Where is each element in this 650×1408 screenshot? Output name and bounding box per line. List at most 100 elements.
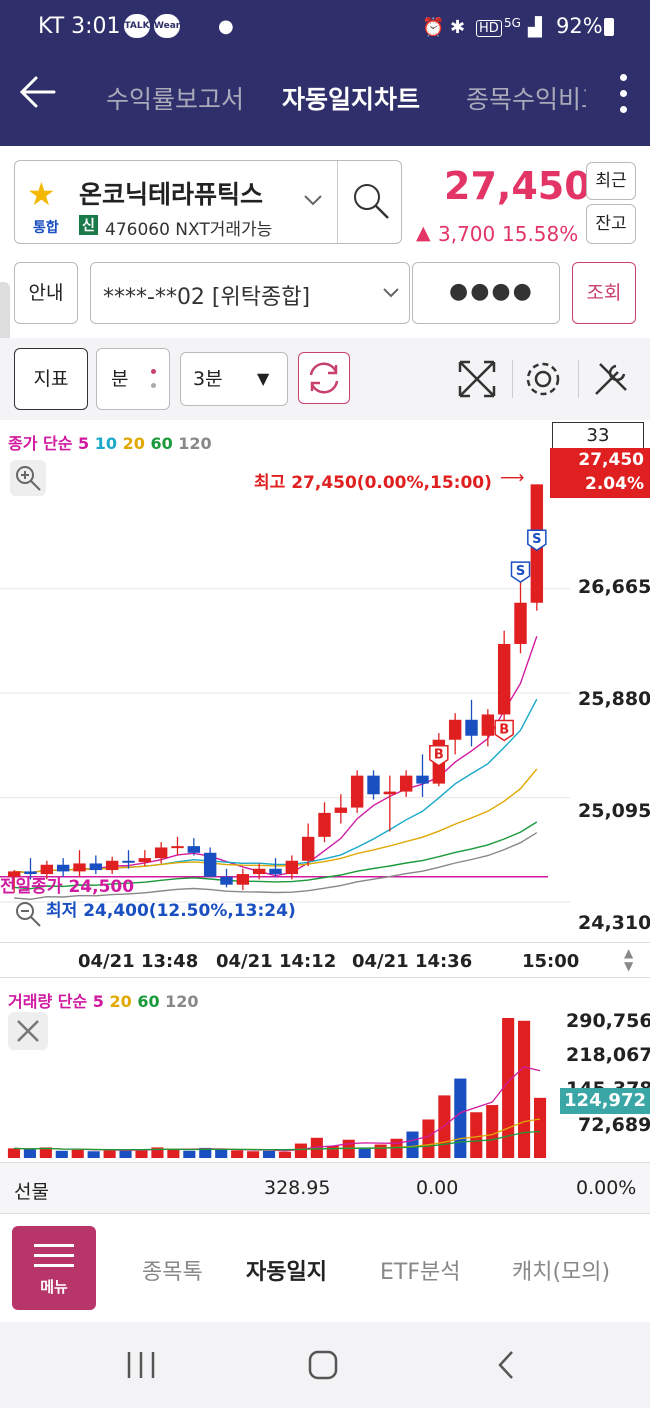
volume-bar [183,1150,196,1158]
volume-bar [294,1143,307,1158]
volume-bar [533,1097,547,1158]
ma-line-60 [14,821,538,890]
tab-profit-report[interactable]: 수익률보고서 [106,85,245,114]
candle-body [105,860,119,871]
volume-chart[interactable]: 거래량 단순 5 20 60 120 290,756 218,067 145,3… [0,980,650,1160]
volume-bar [486,1105,499,1158]
gear-icon[interactable] [522,358,564,400]
volume-bar [215,1149,228,1158]
volume-bar [502,1018,515,1158]
zoom-in-icon[interactable] [10,460,46,496]
candle-body [497,643,511,715]
indicator-button[interactable]: 지표 [14,348,88,410]
menu-label: 메뉴 [40,1278,68,1296]
candle-body [416,775,429,784]
candle-body [514,602,527,644]
candle-body [481,714,495,736]
side-handle[interactable] [0,282,10,352]
volume-bar [247,1151,260,1158]
volume-bar [231,1150,244,1158]
recent-apps-icon[interactable] [124,1350,158,1380]
volume-bar [39,1147,52,1158]
legend-ma20: 20 [122,434,145,453]
legend-ma5: 5 [78,434,90,453]
tab-stock-talk[interactable]: 종목톡 [142,1260,203,1285]
stock-name: 온코닉테라퓨틱스 [79,180,264,209]
trade-marker [527,529,547,552]
trade-marker-label: S [532,532,541,547]
tab-catch-mock[interactable]: 캐치(모의) [512,1260,611,1285]
tools-icon[interactable] [590,358,632,400]
low-annotation: 최저 24,400(12.50%,13:24) [46,901,296,921]
unit-label: 분 [111,368,129,390]
vol-legend-60: 60 [137,992,160,1011]
menu-line [34,1254,74,1257]
chevron-down-icon [383,288,399,298]
home-icon[interactable] [306,1350,340,1380]
balance-button[interactable]: 잔고 [586,204,636,244]
legend-prefix: 종가 단순 [8,434,73,453]
volume-bar [55,1150,68,1158]
futures-pct: 0.00% [576,1177,637,1199]
recent-button[interactable]: 최근 [586,162,636,200]
current-price-tag-pct: 2.04% [585,474,644,494]
x-label-4: 15:00 [522,951,580,972]
candle-body [220,876,233,885]
battery-text: 92% [556,14,603,38]
back-icon[interactable] [494,1350,518,1380]
unit-button[interactable]: 분 [96,348,170,410]
candle-body [448,719,462,740]
tab-stock-profit[interactable]: 종목수익비고 [466,85,586,114]
ma-legend: 종가 단순 5 10 20 60 120 [8,430,212,454]
expand-icon[interactable] [456,358,498,400]
password-field[interactable]: ●●●● [412,262,560,324]
candle-body [154,847,168,859]
x-label-2: 04/21 14:12 [216,951,337,972]
stock-code-info: 476060 NXT거래가능 [105,220,273,240]
stock-selector[interactable]: ★ 온코닉테라퓨틱스 통합 신 476060 NXT거래가능 [14,160,402,244]
volume-bar [151,1147,164,1158]
volume-bar [374,1144,387,1158]
tab-etf-analysis[interactable]: ETF분석 [380,1260,461,1285]
close-icon[interactable] [8,1012,48,1050]
trade-marker-label: S [516,564,525,579]
zoom-out-icon[interactable] [10,896,44,930]
menu-line [34,1264,74,1267]
account-select[interactable]: ****-**02 [위탁종합] [90,262,410,324]
up-triangle-icon: ▲ [416,222,431,244]
interval-select[interactable]: 3분 ▼ [180,352,288,406]
candle-body [40,864,54,875]
y-label-3: 25,095 [578,800,650,822]
refresh-button[interactable] [298,352,350,404]
volume-bar [438,1095,451,1158]
query-button[interactable]: 조회 [572,262,636,324]
search-icon[interactable] [351,181,391,221]
tab-auto-journal[interactable]: 자동일지 [246,1260,327,1285]
futures-row: 선물 328.95 0.00 0.00% [0,1162,650,1214]
volume-ma-line-60 [13,1130,541,1151]
system-nav-bar [0,1322,650,1408]
volume-legend: 거래량 단순 5 20 60 120 [8,988,199,1012]
talk-pill-icon: TALK [124,14,150,38]
volume-bar [71,1149,84,1158]
volume-bar [326,1145,339,1158]
volume-bar [87,1151,100,1158]
status-bar: KT 3:01 TALK Wear ● ⏰ ✱ HD 5G ▟ 92% [0,0,650,56]
y-label-2: 25,880 [578,688,650,710]
futures-label: 선물 [14,1181,49,1203]
candle-body [171,846,184,849]
more-menu-icon[interactable] [616,74,630,118]
candle-body [138,858,152,863]
price-change: 3,700 [438,222,496,246]
chevron-down-icon[interactable] [303,193,323,207]
current-price-tag: 27,450 2.04% [550,448,650,498]
scroll-arrows-icon[interactable]: ▲ ▼ [624,946,634,973]
favorite-star-icon[interactable]: ★ [27,175,56,213]
back-arrow-icon[interactable] [18,72,58,112]
menu-button[interactable]: 메뉴 [12,1226,96,1310]
price-change-pct: 15.58% [502,222,579,246]
x-label-3: 04/21 14:36 [352,951,473,972]
guide-button[interactable]: 안내 [14,262,78,324]
tab-auto-journal-chart[interactable]: 자동일지차트 [282,85,421,114]
